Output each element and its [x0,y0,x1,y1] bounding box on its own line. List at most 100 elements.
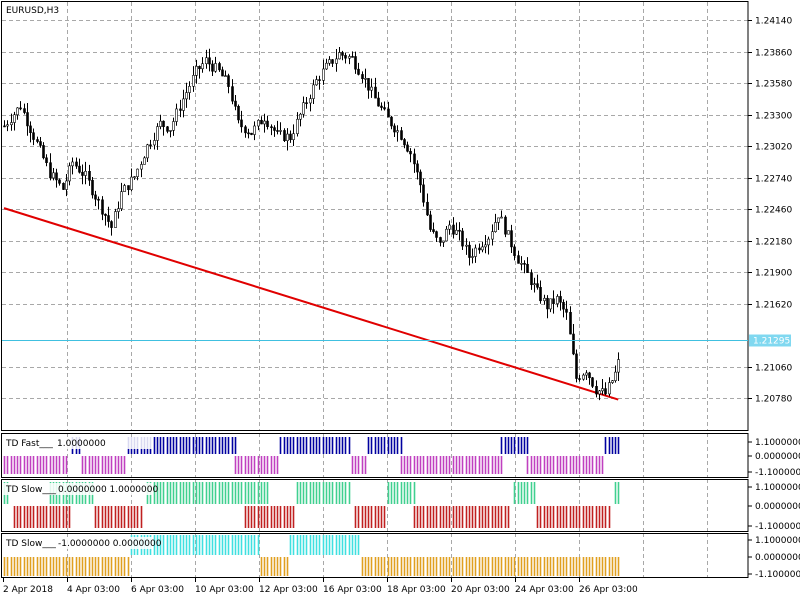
candle-up [224,75,227,77]
candle-down [552,298,555,304]
candle-down [198,66,201,70]
candle-down [260,119,263,125]
candle-down [270,126,273,128]
ind-tick-label: 0.0000000 [755,553,800,563]
trendline [3,207,619,401]
candle-down [62,183,65,190]
candle-down [546,297,549,310]
candle-down [266,120,269,127]
price-tick-label: 1.23020 [755,143,792,153]
candle-up [455,229,458,235]
price-tick-label: 1.22460 [755,206,792,216]
candle-up [16,107,19,116]
time-tick-label: 16 Apr 03:00 [323,585,382,595]
candle-down [591,377,594,387]
candle-up [348,56,351,59]
ind-tick-label: 1.1000000 [755,536,800,546]
candle-up [448,224,451,230]
symbol-label: EURUSD,H3 [6,6,59,16]
candle-up [182,98,185,111]
candle-up [195,66,198,76]
ind-tick-label: -1.1000000 [755,468,800,478]
candle-down [351,56,354,58]
candle-up [484,244,487,248]
candle-down [565,308,568,313]
candle-up [312,84,315,99]
candle-up [598,390,601,395]
current-price-tag-bg [749,334,791,347]
candle-up [257,119,260,127]
candle-up [582,374,585,380]
indicator-caption-bg [3,437,153,449]
time-tick-label: 26 Apr 03:00 [579,585,638,595]
candle-down [240,119,243,128]
indicator-panel-frame [1,533,749,578]
candle-down [458,229,461,232]
candle-down [162,120,165,128]
candle-up [338,52,341,60]
time-tick-label: 2 Apr 2018 [3,585,53,595]
candle-up [185,92,188,100]
candle-down [221,69,224,77]
candle-up [114,211,117,228]
candle-up [263,120,266,125]
candle-down [75,161,78,167]
candle-up [130,176,133,191]
candle-up [192,75,195,87]
candle-down [29,125,32,134]
candle-down [416,163,419,173]
candle-down [101,199,104,215]
candle-up [396,130,399,133]
candle-up [292,133,295,140]
candle-up [52,172,55,179]
indicator-caption-bg [3,537,153,549]
candle-up [214,63,217,72]
time-tick-label: 12 Apr 03:00 [259,585,318,595]
candle-up [253,125,256,135]
candle-up [474,247,477,257]
candle-up [442,240,445,243]
candle-up [13,114,16,123]
candle-up [117,208,120,212]
candle-down [383,107,386,110]
price-tick-label: 1.21620 [755,301,792,311]
axes: 1.24140 1.23860 1.23580 1.23300 1.23020 1.227… [2,17,800,595]
candle-down [374,86,377,99]
candle-up [370,86,373,91]
candle-down [419,171,422,186]
ind-tick-label: 0.0000000 [755,452,800,462]
candle-up [172,121,175,131]
indicator-name: TD Slow___ [5,539,56,549]
candle-up [153,140,156,146]
candle-up [169,130,172,132]
candle-down [45,157,48,163]
candle-down [331,59,334,64]
price-tick-label: 1.21060 [755,364,792,374]
candle-down [361,74,364,80]
candle-down [104,213,107,216]
candle-down [247,132,250,135]
price-tick-label: 1.21900 [755,269,792,279]
candle-up [335,58,338,64]
candle-up [487,238,490,246]
price-tick-label: 1.23300 [755,112,792,122]
ind-tick-label: 0.0000000 [755,502,800,512]
candle-down [526,263,529,274]
candle-up [120,191,123,209]
candle-up [10,122,13,126]
candle-down [468,244,471,258]
candle-up [84,171,87,176]
candle-up [315,79,318,86]
candle-down [604,388,607,395]
candle-down [530,272,533,286]
candle-down [289,133,292,140]
candle-down [539,287,542,302]
candle-up [322,68,325,81]
candle-down [58,179,61,184]
price-tick-label: 1.23580 [755,80,792,90]
candle-up [549,298,552,310]
trendline-layer [3,207,619,401]
candle-up [533,283,536,286]
candle-down [523,263,526,265]
